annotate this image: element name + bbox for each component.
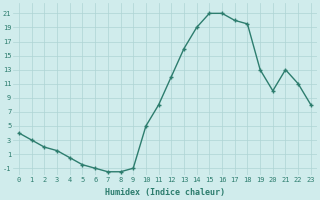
- X-axis label: Humidex (Indice chaleur): Humidex (Indice chaleur): [105, 188, 225, 197]
